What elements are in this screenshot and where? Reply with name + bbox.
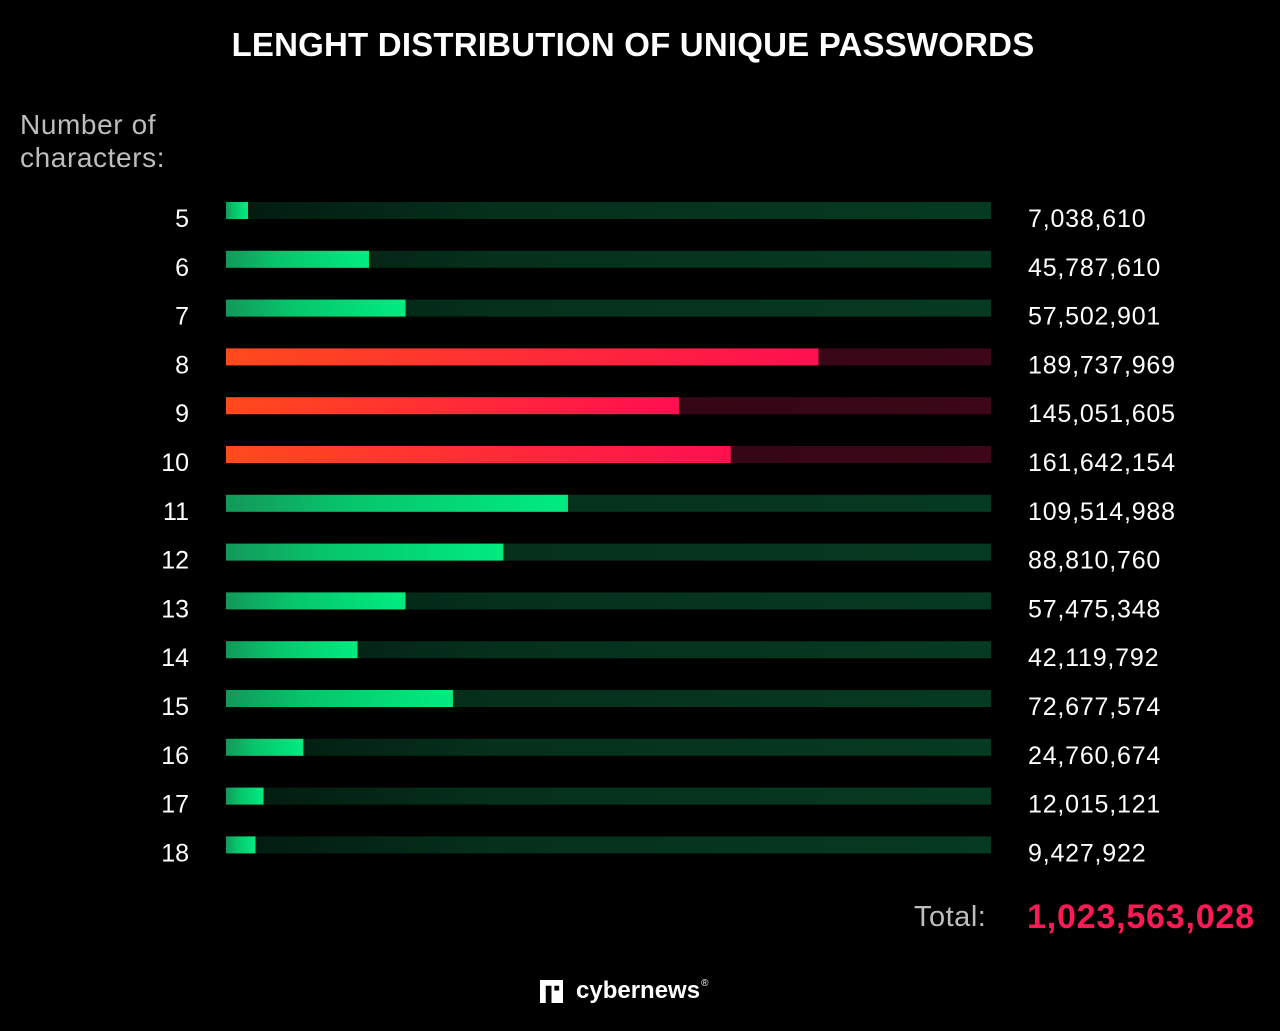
bar-13 — [226, 592, 406, 610]
category-label-8: 8 — [175, 351, 189, 379]
category-label-15: 15 — [161, 693, 189, 721]
value-label-14: 42,119,792 — [1028, 644, 1159, 672]
bar-12 — [226, 543, 504, 561]
bar-track-18 — [226, 836, 991, 854]
bar-track-5 — [226, 202, 991, 219]
category-label-13: 13 — [161, 595, 189, 623]
category-label-6: 6 — [175, 254, 189, 282]
category-label-12: 12 — [161, 547, 189, 575]
value-label-12: 88,810,760 — [1028, 547, 1161, 575]
brand-name: cybernews — [576, 977, 701, 1004]
value-label-8: 189,737,969 — [1028, 351, 1176, 379]
category-label-14: 14 — [161, 644, 189, 672]
bar-5 — [226, 202, 248, 219]
brand: cybernews ® — [540, 976, 708, 1006]
bar-16 — [226, 738, 304, 756]
bar-track-14 — [226, 641, 991, 659]
bar-9 — [226, 397, 679, 415]
value-label-17: 12,015,121 — [1028, 791, 1161, 819]
bar-8 — [226, 348, 819, 366]
category-label-9: 9 — [175, 400, 189, 428]
bar-track-13 — [226, 592, 991, 610]
value-label-9: 145,051,605 — [1028, 400, 1176, 428]
y-axis-label-line-2: characters: — [20, 142, 166, 173]
total-label: Total: — [914, 901, 987, 933]
bar-11 — [226, 494, 568, 512]
bar-track-16 — [226, 738, 991, 756]
value-label-6: 45,787,610 — [1028, 254, 1161, 282]
bar-6 — [226, 250, 369, 268]
category-label-11: 11 — [163, 498, 189, 526]
chart-title: LENGHT DISTRIBUTION OF UNIQUE PASSWORDS — [231, 26, 1035, 63]
category-label-17: 17 — [161, 791, 189, 819]
category-label-10: 10 — [161, 449, 189, 477]
bar-14 — [226, 641, 358, 659]
value-label-13: 57,475,348 — [1028, 595, 1161, 623]
value-label-18: 9,427,922 — [1028, 839, 1146, 867]
bar-18 — [226, 836, 256, 854]
bar-17 — [226, 787, 264, 805]
value-label-16: 24,760,674 — [1028, 742, 1161, 770]
bar-15 — [226, 690, 453, 707]
value-label-5: 7,038,610 — [1028, 205, 1146, 233]
registered-mark: ® — [701, 977, 709, 989]
category-label-18: 18 — [161, 839, 189, 867]
category-label-16: 16 — [161, 742, 189, 770]
bar-track-6 — [226, 250, 991, 268]
bars-group: 5 7,038,610 6 45,787,610 7 57,502,901 8 189,737… — [161, 202, 1176, 867]
y-axis-label: Number of characters: — [20, 108, 165, 174]
bar-track-17 — [226, 787, 991, 805]
value-label-11: 109,514,988 — [1028, 498, 1176, 526]
cybernews-logo-icon — [540, 979, 563, 1003]
y-axis-label-line-1: Number of — [20, 109, 157, 140]
total-value: 1,023,563,028 — [1027, 898, 1255, 936]
value-label-15: 72,677,574 — [1028, 693, 1161, 721]
category-label-7: 7 — [175, 303, 189, 331]
value-label-10: 161,642,154 — [1028, 449, 1176, 477]
category-label-5: 5 — [175, 205, 189, 233]
bar-track-7 — [226, 299, 991, 317]
bar-10 — [226, 446, 731, 463]
value-label-7: 57,502,901 — [1028, 303, 1161, 331]
bar-7 — [226, 299, 406, 317]
